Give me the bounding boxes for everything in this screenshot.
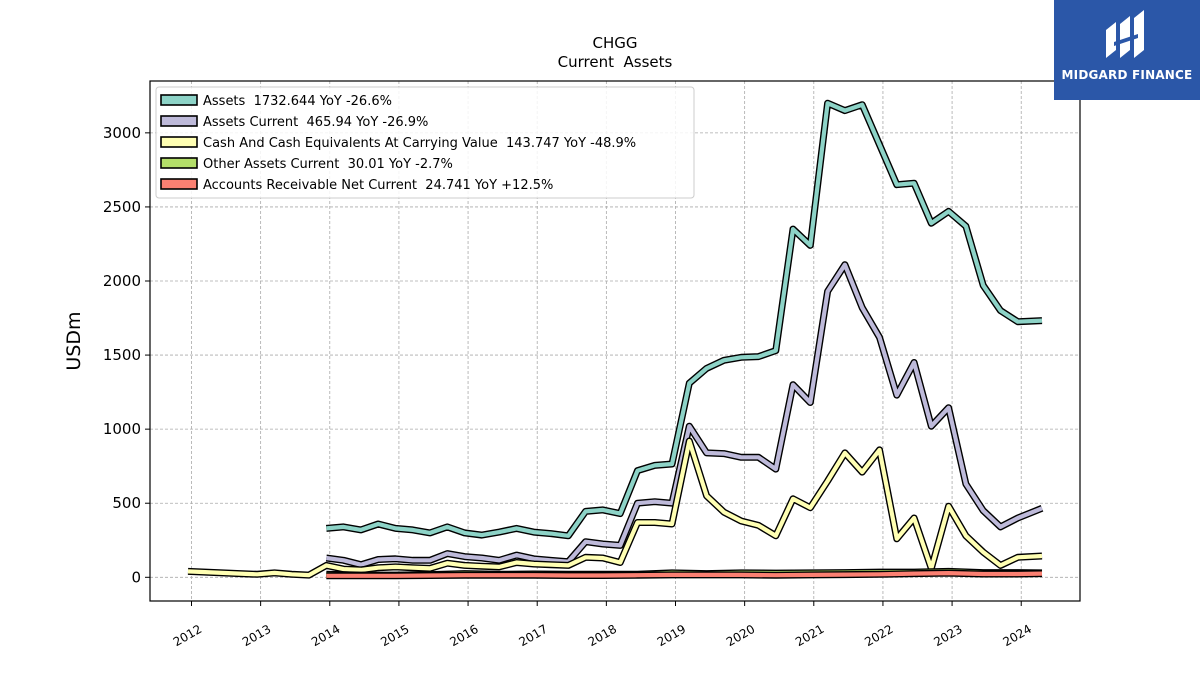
x-tick-label: 2012 <box>171 622 204 649</box>
y-tick-label: 1000 <box>103 420 141 438</box>
y-tick-label: 2500 <box>103 198 141 216</box>
series-line <box>326 262 1043 567</box>
legend-label: Accounts Receivable Net Current 24.741 Y… <box>203 178 553 193</box>
x-tick-label: 2020 <box>724 622 757 649</box>
y-axis-label: USDm <box>63 311 85 370</box>
y-tick-label: 2000 <box>103 272 141 290</box>
series-line <box>326 101 1043 538</box>
legend: Assets 1732.644 YoY -26.6% Assets Current… <box>155 86 695 199</box>
x-tick-label: 2021 <box>793 622 826 649</box>
chart-title: CHGG <box>593 34 638 52</box>
y-tick-label: 3000 <box>103 124 141 142</box>
series-line <box>326 571 1043 578</box>
x-tick-label: 2023 <box>931 622 964 649</box>
legend-swatch <box>160 94 198 106</box>
brand-mark-icon <box>1106 10 1144 58</box>
x-tick-label: 2014 <box>309 622 342 649</box>
x-tick-label: 2024 <box>1000 622 1033 649</box>
legend-label: Other Assets Current 30.01 YoY -2.7% <box>203 157 453 172</box>
series-line <box>187 438 1043 578</box>
y-tick-label: 1500 <box>103 346 141 364</box>
series-outline <box>187 437 1043 579</box>
legend-label: Cash And Cash Equivalents At Carrying Va… <box>203 136 636 151</box>
x-tick-label: 2022 <box>862 622 895 649</box>
y-tick-label: 500 <box>112 494 141 512</box>
legend-swatch <box>160 115 198 127</box>
legend-swatch <box>160 178 198 190</box>
legend-label: Assets Current 465.94 YoY -26.9% <box>203 115 428 130</box>
legend-box <box>155 86 695 199</box>
legend-swatch <box>160 157 198 169</box>
x-tick-label: 2018 <box>586 622 619 649</box>
series-lines <box>187 99 1044 580</box>
brand-name: MIDGARD FINANCE <box>1061 68 1193 82</box>
x-tick-label: 2013 <box>240 622 273 649</box>
legend-swatch <box>160 136 198 148</box>
x-tick-label: 2017 <box>516 622 549 649</box>
x-tick-label: 2016 <box>447 622 480 649</box>
x-tick-label: 2015 <box>378 622 411 649</box>
chart-subtitle: Current Assets <box>558 53 673 71</box>
legend-label: Assets 1732.644 YoY -26.6% <box>203 94 392 109</box>
brand-logo: MIDGARD FINANCE <box>1054 0 1200 100</box>
plot-frame <box>149 80 1081 602</box>
y-tick-label: 0 <box>131 568 141 586</box>
x-tick-label: 2019 <box>655 622 688 649</box>
